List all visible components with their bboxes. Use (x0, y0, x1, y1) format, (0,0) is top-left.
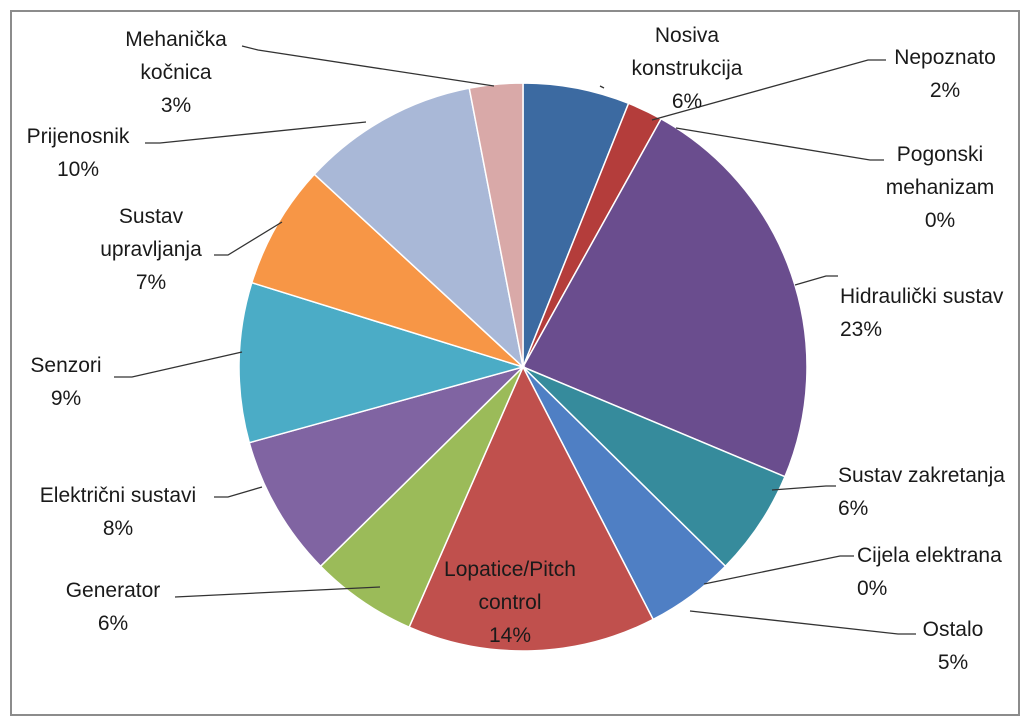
slice-label: Hidraulički sustav 23% (840, 285, 1004, 341)
slice-label: Mehanička kočnica 3% (125, 28, 227, 117)
slice-name: Lopatice/Pitch (444, 558, 576, 581)
slice-name: Električni sustavi (40, 484, 196, 507)
slice-percent: 23% (840, 318, 882, 341)
pie-slice (248, 365, 526, 568)
slice-percent: 2% (930, 79, 960, 102)
slice-percent: 6% (98, 612, 128, 635)
slice-percent: 6% (672, 90, 702, 113)
slice-name: Mehanička (125, 28, 227, 51)
slice-name: upravljanja (100, 238, 202, 261)
pie-slice (408, 365, 655, 652)
leader-line (651, 59, 886, 121)
leader-line (689, 610, 916, 635)
leader-line (599, 85, 605, 89)
slice-percent: 3% (161, 94, 191, 117)
leader-line (241, 45, 495, 87)
leader-line (114, 351, 243, 378)
slice-percent: 7% (136, 271, 166, 294)
leader-line (214, 221, 283, 256)
slice-name: mehanizam (886, 176, 995, 199)
pie-slice (313, 87, 525, 370)
pie-slice (238, 281, 526, 444)
slice-label: Ostalo 5% (923, 618, 984, 674)
leader-line (771, 485, 836, 491)
slice-name: Cijela elektrana (857, 544, 1002, 567)
slice-percent: 5% (938, 651, 968, 674)
leader-line (675, 127, 884, 161)
slice-label: Sustav zakretanja 6% (838, 464, 1005, 520)
slice-name: kočnica (140, 61, 212, 84)
slice-label: Nosiva konstrukcija 6% (632, 24, 743, 113)
leader-line (214, 486, 263, 498)
slice-name: Pogonski (897, 143, 983, 166)
pie-slice (521, 117, 808, 478)
slice-label: Pogonski mehanizam 0% (886, 143, 995, 232)
pie-slice (468, 82, 524, 368)
slice-label: Cijela elektrana 0% (857, 544, 1002, 600)
pie-slices (238, 82, 808, 652)
slice-name: Nosiva (655, 24, 720, 47)
slice-label: Prijenosnik 10% (27, 125, 130, 181)
slice-label: Nepoznato 2% (894, 46, 996, 102)
leader-line (703, 555, 854, 585)
slice-name: Nepoznato (894, 46, 996, 69)
slice-percent: 10% (57, 158, 99, 181)
leader-line (794, 275, 838, 286)
slice-name: Sustav (119, 205, 184, 228)
slice-label: Sustav upravljanja 7% (100, 205, 202, 294)
slice-percent: 8% (103, 517, 133, 540)
slice-name: Senzori (30, 354, 101, 377)
slice-percent: 6% (838, 497, 868, 520)
slice-label: Generator 6% (66, 579, 161, 635)
slice-name: konstrukcija (632, 57, 743, 80)
leader-line (145, 121, 367, 144)
slice-name: Sustav zakretanja (838, 464, 1005, 487)
leader-lines (114, 45, 916, 635)
slice-percent: 0% (925, 209, 955, 232)
slice-name: Generator (66, 579, 161, 602)
slice-percent: 0% (857, 577, 887, 600)
slice-name: Prijenosnik (27, 125, 130, 148)
slice-label: Lopatice/Pitch control 14% (444, 558, 576, 647)
slice-name: control (478, 591, 541, 614)
slice-name: Hidraulički sustav (840, 285, 1004, 308)
slice-percent: 9% (51, 387, 81, 410)
slice-labels: Nosiva konstrukcija 6% Nepoznato 2% Pogonski m… (27, 24, 1006, 674)
leader-line (174, 586, 381, 598)
slice-percent: 14% (489, 624, 531, 647)
slice-label: Senzori 9% (30, 354, 101, 410)
slice-name: Ostalo (923, 618, 984, 641)
slice-label: Električni sustavi 8% (40, 484, 196, 540)
